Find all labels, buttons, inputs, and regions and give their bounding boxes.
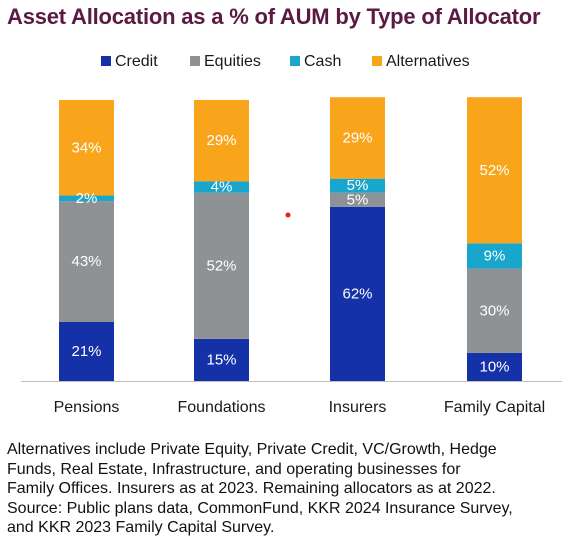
bar-segment [59,100,114,196]
data-label: 29% [206,132,236,149]
bar-segment [59,201,114,322]
x-axis: Pensions Foundations Insurers Family Capita… [21,212,562,416]
data-label: 15% [206,351,236,368]
data-label: 10% [479,358,509,375]
bar-segment [59,321,114,381]
bar-segment [194,181,249,193]
footnote: Alternatives include Private Equity, Pri… [7,440,569,538]
bars [59,97,522,381]
data-labels: 21% 43% 2% 34% 15% 52% 4% 29% 62% 5%5% 29% 10% 30% 9%… [71,129,509,375]
bar-segment [467,352,522,381]
bar-segment [330,206,385,381]
data-label: 34% [71,139,101,156]
legend-label: Equities [204,53,261,70]
legend-label: Credit [115,53,158,70]
data-label: 5% [347,191,369,208]
bar-segment [194,100,249,182]
data-label: 62% [342,285,372,302]
data-label: 52% [206,257,236,274]
bar-segment [194,338,249,381]
data-label: 9% [484,247,506,264]
marker-dot [285,212,291,218]
bar-segment [330,178,385,193]
data-label: 21% [71,343,101,360]
bar-segment [330,97,385,179]
data-label: 5% [347,177,369,194]
x-tick-label: Foundations [177,399,265,416]
legend-swatch [290,56,300,66]
footnote-line: Source: Public plans data, CommonFund, K… [7,499,513,517]
footnote-line: and KKR 2023 Family Capital Survey. [7,519,275,536]
bar-segment [59,195,114,202]
data-label: 43% [71,253,101,270]
legend-label: Alternatives [386,53,470,70]
bar-segment [467,243,522,269]
x-tick-label: Insurers [329,399,387,416]
footnote-line: Family Offices. Insurers as at 2023. Rem… [7,480,496,497]
data-label: 52% [479,162,509,179]
legend-swatch [372,56,382,66]
footnote-line: Funds, Real Estate, Infrastructure, and … [7,460,461,478]
data-label: 4% [211,179,233,196]
legend-swatch [190,56,200,66]
data-label: 2% [76,190,98,207]
bar-segment [330,192,385,207]
data-label: 30% [479,302,509,319]
x-tick-label: Pensions [54,399,120,416]
x-tick-label: Family Capital [444,399,545,416]
bar-segment [467,268,522,353]
chart-title: Asset Allocation as a % of AUM by Type o… [7,4,541,29]
stacked-bar-chart: Credit Equities Cash Alternatives 21% 43% 2% 3… [21,53,562,416]
footnote-line: Alternatives include Private Equity, Pri… [7,441,497,458]
data-label: 29% [342,129,372,146]
legend: Credit Equities Cash Alternatives [101,53,470,70]
legend-label: Cash [304,53,341,70]
legend-swatch [101,56,111,66]
bar-segment [467,97,522,244]
bar-segment [194,192,249,339]
